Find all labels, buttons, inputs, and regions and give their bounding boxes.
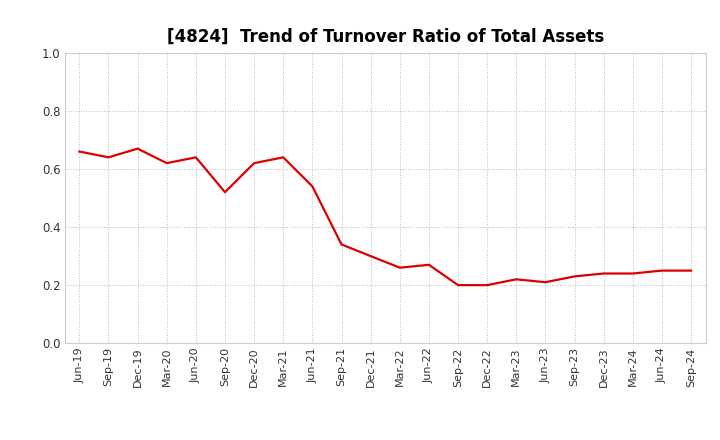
Title: [4824]  Trend of Turnover Ratio of Total Assets: [4824] Trend of Turnover Ratio of Total … (166, 28, 604, 46)
